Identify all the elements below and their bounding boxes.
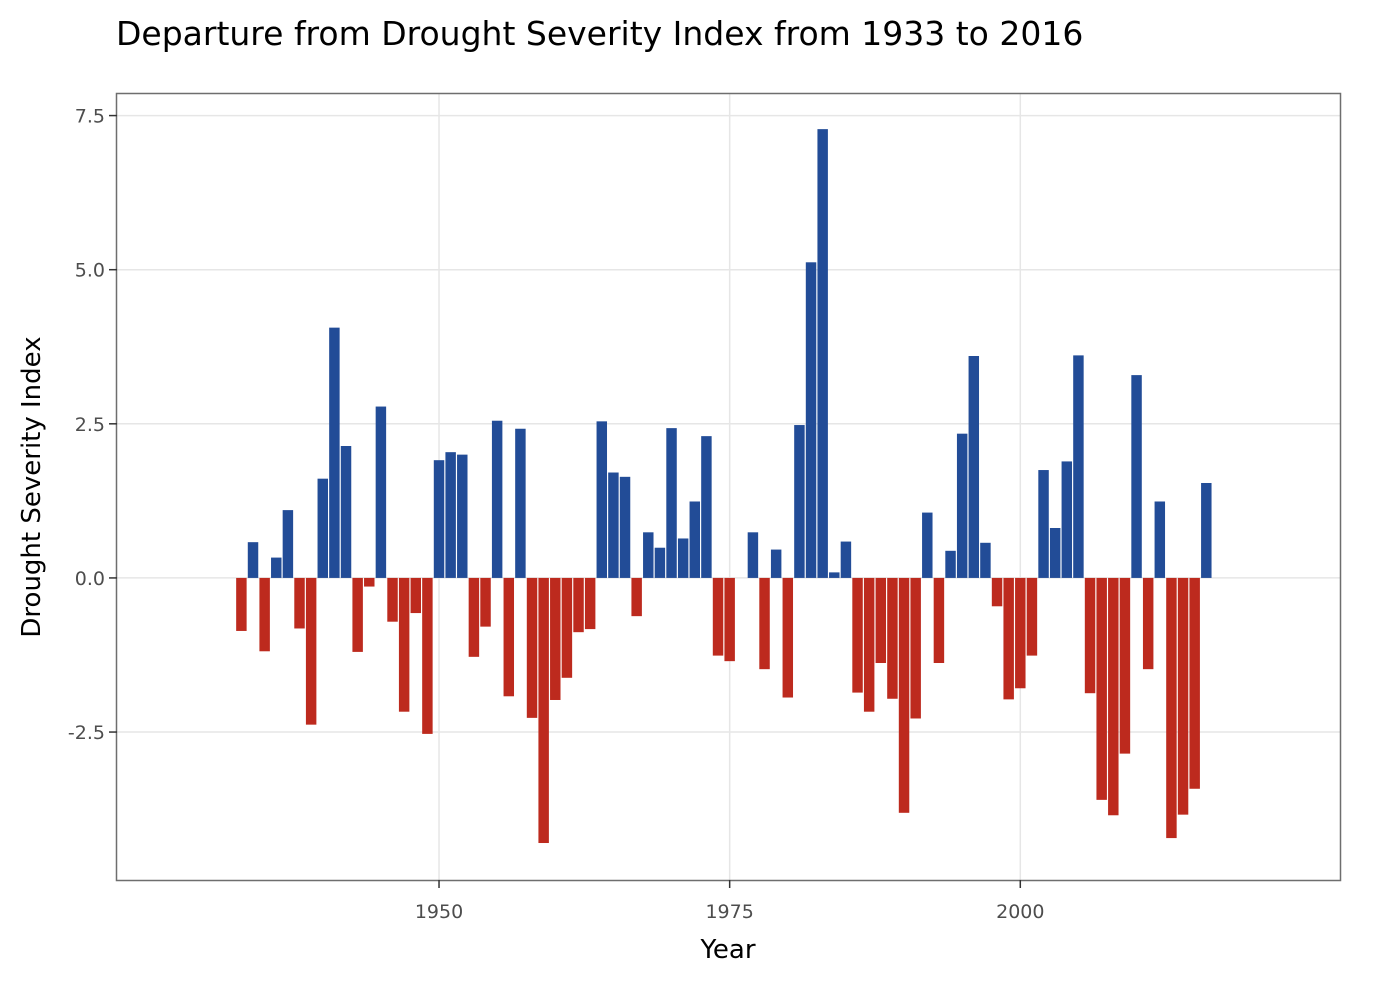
- bar-1957: [515, 428, 526, 578]
- bar-1987: [863, 577, 875, 712]
- x-tick-label: 1950: [415, 901, 463, 923]
- bar-1986: [852, 577, 863, 693]
- bar-1937: [282, 510, 294, 578]
- bar-2012: [1154, 501, 1166, 578]
- bar-1943: [352, 577, 363, 652]
- y-tick-label: -2.5: [68, 722, 105, 744]
- bar-1984: [829, 572, 840, 578]
- bar-1979: [770, 549, 782, 578]
- bar-1978: [759, 577, 770, 670]
- bar-2004: [1061, 461, 1073, 578]
- bar-1975: [724, 577, 735, 662]
- bar-1963: [584, 577, 596, 630]
- bar-1970: [666, 428, 677, 578]
- bar-1981: [794, 425, 805, 578]
- bar-1983: [817, 129, 828, 578]
- bar-1944: [364, 577, 375, 587]
- bar-1960: [550, 577, 561, 700]
- bar-1967: [631, 577, 642, 617]
- bar-series: [236, 129, 1212, 844]
- bar-1994: [945, 550, 956, 578]
- bar-2007: [1096, 577, 1107, 800]
- bar-1936: [271, 557, 282, 578]
- x-tick-label: 1975: [705, 901, 753, 923]
- bar-1939: [305, 577, 317, 725]
- bar-1980: [782, 577, 794, 698]
- bar-2014: [1177, 577, 1189, 815]
- bar-2015: [1189, 577, 1200, 789]
- bar-1935: [259, 577, 270, 652]
- bar-1948: [410, 577, 422, 614]
- bar-1954: [480, 577, 491, 627]
- bar-1999: [1003, 577, 1014, 700]
- bar-1946: [387, 577, 398, 622]
- bar-2010: [1131, 375, 1142, 578]
- bar-1951: [445, 452, 456, 578]
- bar-1958: [526, 577, 538, 718]
- bar-1961: [561, 577, 573, 678]
- y-tick-label: 2.5: [75, 414, 105, 436]
- y-tick-label: 0.0: [75, 568, 105, 590]
- plot-frame: [115, 92, 1342, 882]
- axis-ticks: -2.5 0.0 2.5 5.0 7.5 1950 1975 2000: [68, 106, 1045, 923]
- chart-title: Departure from Drought Severity Index fr…: [116, 14, 1084, 53]
- bar-2001: [1026, 577, 1038, 656]
- bar-1959: [538, 577, 549, 844]
- bar-1977: [747, 532, 759, 578]
- bar-1974: [712, 577, 724, 656]
- bar-1993: [933, 577, 945, 664]
- bar-1949: [422, 577, 433, 734]
- bar-1973: [701, 436, 712, 578]
- bar-1989: [887, 577, 898, 699]
- bar-1985: [840, 541, 852, 578]
- bar-2002: [1038, 470, 1049, 578]
- bar-1982: [805, 262, 817, 578]
- bar-2009: [1119, 577, 1131, 754]
- bar-1966: [619, 476, 631, 578]
- y-tick-label: 5.0: [75, 260, 105, 282]
- bar-2003: [1049, 527, 1061, 578]
- grid-lines: [117, 94, 1340, 880]
- bar-2006: [1084, 577, 1096, 694]
- bar-2016: [1201, 482, 1212, 578]
- bar-1950: [433, 460, 445, 578]
- bar-1969: [654, 547, 666, 578]
- x-tick-label: 2000: [996, 901, 1044, 923]
- bar-1990: [898, 577, 910, 813]
- bar-1933: [236, 577, 247, 631]
- bar-1991: [910, 577, 921, 719]
- bar-1945: [375, 406, 387, 578]
- bar-1964: [596, 421, 608, 578]
- bar-2005: [1073, 355, 1084, 578]
- bar-1997: [980, 542, 991, 578]
- bar-2011: [1142, 577, 1154, 670]
- y-axis-title: Drought Severity Index: [17, 336, 47, 637]
- bar-2000: [1015, 577, 1026, 689]
- bar-2013: [1166, 577, 1177, 839]
- bar-1934: [247, 542, 259, 578]
- bar-1998: [991, 577, 1003, 607]
- bar-1955: [491, 420, 503, 578]
- bar-1941: [329, 327, 340, 578]
- bar-1962: [573, 577, 584, 633]
- bar-1996: [968, 356, 980, 578]
- y-tick-label: 7.5: [75, 106, 105, 128]
- bar-1938: [294, 577, 305, 629]
- bar-1942: [340, 446, 352, 578]
- x-axis-title: Year: [699, 935, 755, 965]
- bar-1995: [956, 433, 968, 578]
- bar-1968: [643, 532, 654, 578]
- bar-1956: [503, 577, 515, 697]
- bar-1940: [317, 478, 329, 578]
- bar-1988: [875, 577, 887, 664]
- bar-1947: [398, 577, 410, 712]
- bar-1992: [922, 512, 933, 578]
- bar-2008: [1108, 577, 1119, 816]
- bar-1971: [677, 538, 689, 578]
- bar-1953: [468, 577, 480, 657]
- bar-1965: [608, 472, 619, 578]
- bar-1972: [689, 501, 701, 578]
- bar-1952: [457, 454, 468, 578]
